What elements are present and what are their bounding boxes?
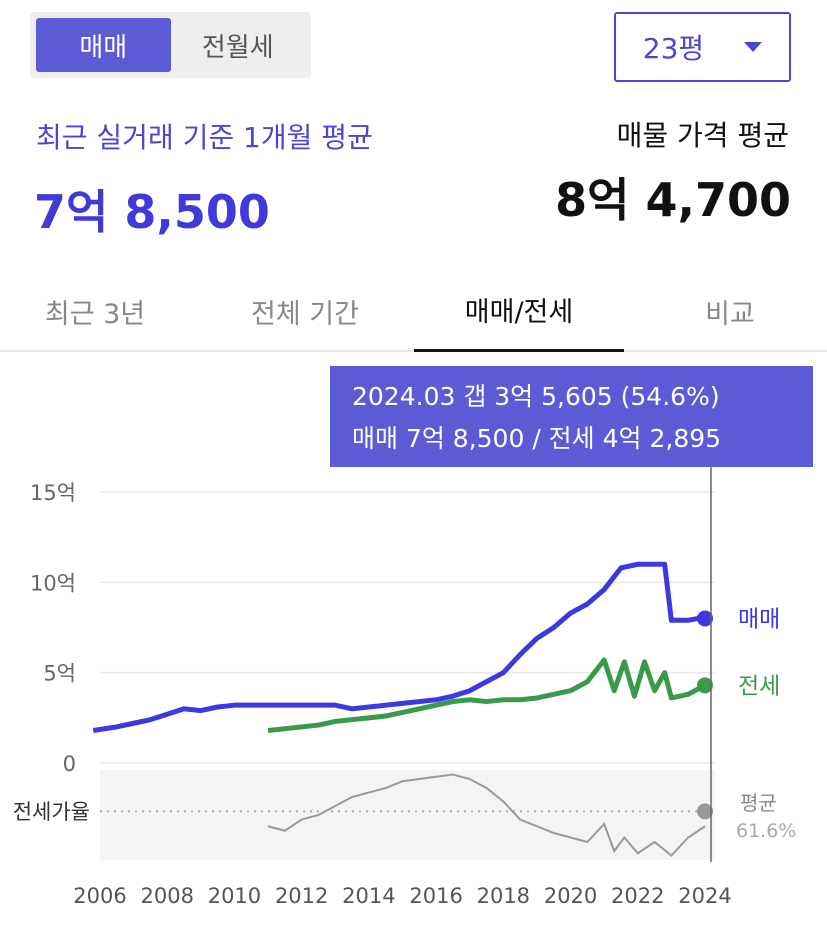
size-dropdown[interactable]: 23평	[614, 12, 791, 82]
y-tick-label: 15억	[30, 481, 76, 505]
ratio-avg-value: 61.6%	[736, 820, 796, 842]
x-tick-label: 2020	[544, 884, 597, 908]
deal-type-segment: 매매 전월세	[30, 12, 311, 78]
x-tick-label: 2014	[342, 884, 395, 908]
tab-compare[interactable]: 비교	[705, 298, 755, 330]
series-endpoint-sale	[697, 610, 713, 627]
ratio-endpoint	[697, 803, 713, 820]
period-tabs: 최근 3년 전체 기간 매매/전세 비교	[0, 270, 827, 352]
x-tick-label: 2018	[477, 884, 530, 908]
ratio-series-line	[267, 773, 706, 857]
x-tick-label: 2016	[409, 884, 462, 908]
tab-sale-jeonse[interactable]: 매매/전세	[414, 270, 624, 352]
y-tick-label: 10억	[30, 571, 76, 595]
chart-tooltip: 2024.03 갭 3억 5,605 (54.6%) 매매 7억 8,500 /…	[330, 366, 813, 467]
ratio-label: 전세가율	[13, 800, 90, 824]
tab-rent[interactable]: 전월세	[201, 32, 274, 63]
x-tick-label: 2024	[678, 884, 731, 908]
x-tick-label: 2022	[611, 884, 664, 908]
x-tick-label: 2008	[140, 884, 193, 908]
x-tick-label: 2010	[208, 884, 261, 908]
series-end-label: 매매	[738, 606, 780, 632]
size-dropdown-value: 23평	[642, 32, 705, 65]
ratio-band	[100, 770, 715, 860]
ratio-avg-label: 평균	[740, 791, 777, 815]
recent-avg-label: 최근 실거래 기준 1개월 평균	[36, 121, 373, 154]
series-end-label: 전세	[738, 673, 780, 699]
y-tick-label: 5억	[43, 662, 76, 686]
recent-avg-value: 7억 8,500	[34, 185, 270, 239]
tooltip-line-1: 2024.03 갭 3억 5,605 (54.6%)	[352, 382, 720, 411]
tab-all-period[interactable]: 전체 기간	[251, 298, 359, 330]
y-tick-label: 0	[63, 752, 76, 776]
series-endpoint-jeonse	[697, 677, 713, 694]
listing-avg-value: 8억 4,700	[555, 173, 791, 227]
x-tick-label: 2012	[275, 884, 328, 908]
tooltip-line-2: 매매 7억 8,500 / 전세 4억 2,895	[352, 424, 722, 453]
series-line-jeonse	[267, 657, 707, 733]
tab-recent-3y[interactable]: 최근 3년	[44, 298, 146, 330]
x-tick-label: 2006	[73, 884, 126, 908]
listing-avg-label: 매물 가격 평균	[616, 119, 789, 152]
tab-sale[interactable]: 매매	[36, 18, 171, 72]
caret-down-icon	[744, 42, 763, 52]
series-line-sale	[92, 561, 705, 733]
